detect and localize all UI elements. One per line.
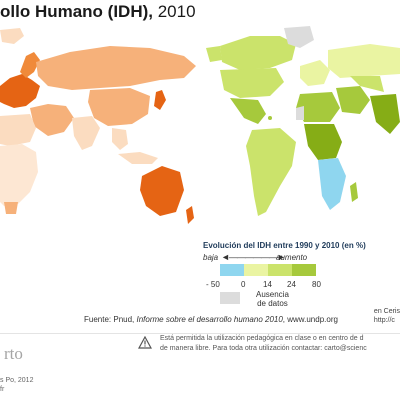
footer-divider <box>0 333 400 334</box>
region-alaska <box>206 46 222 62</box>
legend-arrow: ◄——————► <box>221 252 286 262</box>
legend-no-data-line1: Ausencia <box>256 290 289 299</box>
region-south-africa <box>4 202 18 214</box>
region-greenland <box>0 28 24 44</box>
legend-swatch-decline <box>220 264 244 276</box>
map-title: ollo Humano (IDH), 2010 <box>0 2 196 22</box>
region-caribbean <box>268 116 272 120</box>
region-new-zealand <box>186 206 194 224</box>
region-south-asia <box>72 116 100 150</box>
idh-evolution-map <box>206 26 400 216</box>
credit: en Ceris http://c <box>374 307 400 325</box>
region-greenland-evo <box>284 26 314 48</box>
legend-swatch-mid <box>268 264 292 276</box>
region-southern-africa <box>318 158 346 210</box>
region-scandinavia <box>20 52 40 78</box>
region-china <box>88 88 150 126</box>
region-japan <box>154 90 166 110</box>
legend-low-label: baja <box>203 253 219 262</box>
legend-high-label: aumento <box>276 253 308 262</box>
source-report: Informe sobre el desarrollo humano 2010 <box>136 315 283 324</box>
region-central-africa <box>304 124 342 160</box>
legend-no-data-label: Ausencia de datos <box>256 290 289 308</box>
region-russia <box>36 46 196 90</box>
source-suffix: , www.undp.org <box>282 315 338 324</box>
region-south-asia-evo <box>370 94 400 134</box>
credit-line2: http://c <box>373 317 395 324</box>
legend-tick-1: - 50 <box>206 280 220 289</box>
region-europe <box>0 74 40 108</box>
region-europe-evo <box>300 60 330 86</box>
region-southeast-asia <box>112 128 128 150</box>
region-middle-east <box>30 104 74 136</box>
usage-notice-line2: de manera libre. Para toda otra utilizac… <box>160 345 367 352</box>
region-mexico <box>230 98 266 124</box>
usage-notice: Está permitida la utilización pedagógica… <box>160 334 367 354</box>
idh-2010-map <box>0 28 196 224</box>
legend-no-data-line2: de datos <box>257 299 288 308</box>
source-note: Fuente: Pnud, Informe sobre el desarroll… <box>84 315 338 324</box>
map-title-main: ollo Humano (IDH), <box>0 2 153 21</box>
region-russia-evo <box>328 44 400 78</box>
legend-tick-2: 0 <box>241 280 246 289</box>
region-madagascar <box>350 182 358 202</box>
region-africa <box>0 144 38 206</box>
credit-line1: en Ceris <box>373 308 400 315</box>
copyright: s Po, 2012 fr <box>0 376 33 394</box>
legend-swatch-low <box>244 264 268 276</box>
legend-no-data-swatch <box>220 292 240 304</box>
legend-title: Evolución del IDH entre 1990 y 2010 (en … <box>203 241 366 250</box>
carto-logo: rto <box>4 344 23 363</box>
legend-swatch-high <box>292 264 316 276</box>
region-indonesia <box>118 152 158 164</box>
copyright-line1: s Po, 2012 <box>0 377 34 384</box>
region-australia <box>140 166 184 216</box>
copyright-line2: fr <box>0 386 5 393</box>
legend-tick-4: 24 <box>287 280 296 289</box>
region-western-sahara <box>296 106 304 120</box>
region-canada <box>220 36 296 70</box>
source-prefix: Fuente: Pnud, <box>84 315 137 324</box>
region-usa <box>220 68 284 98</box>
legend-tick-3: 14 <box>263 280 272 289</box>
legend-tick-5: 80 <box>312 280 321 289</box>
usage-notice-line1: Está permitida la utilización pedagógica… <box>160 335 364 342</box>
region-north-africa <box>0 114 36 146</box>
map-title-year: 2010 <box>157 2 196 21</box>
region-central-asia <box>350 76 384 92</box>
region-north-africa-evo <box>296 92 340 122</box>
warning-icon <box>138 336 152 349</box>
region-middle-east-evo <box>336 86 370 114</box>
region-south-america <box>246 128 296 216</box>
